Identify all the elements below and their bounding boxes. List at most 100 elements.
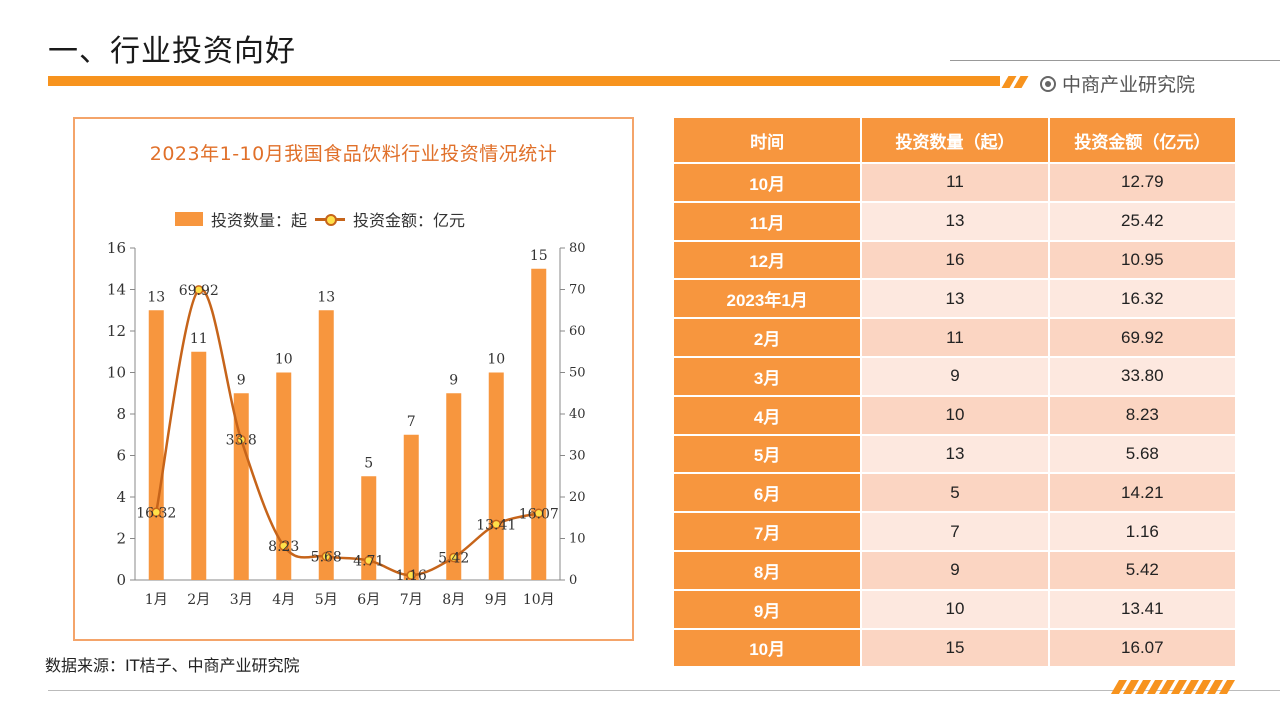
cell-count: 7: [861, 512, 1050, 552]
cell-time: 10月: [674, 628, 863, 669]
table-row: 6月 5 14.21: [674, 473, 1238, 514]
x-tick-label: 3月: [230, 592, 253, 608]
amount-data-label: 16.32: [136, 505, 176, 521]
cell-time: 2月: [674, 318, 863, 358]
footer-stripes: [1110, 680, 1236, 694]
header-stripe: [1013, 76, 1029, 88]
chart-title: 2023年1-10月我国食品饮料行业投资情况统计: [149, 143, 558, 165]
amount-point: [534, 508, 544, 519]
cell-count: 5: [861, 473, 1050, 514]
y2-tick-label: 80: [569, 241, 586, 256]
table-row: 12月 16 10.95: [674, 240, 1238, 281]
amount-data-label: 16.07: [519, 506, 559, 522]
y2-tick-label: 50: [569, 366, 586, 381]
title-underline: [48, 76, 1000, 86]
table-row: 8月 9 5.42: [674, 550, 1238, 591]
cell-amount: 16.07: [1048, 628, 1238, 669]
y2-tick-label: 10: [569, 532, 586, 547]
table-header-row: 时间 投资数量（起） 投资金额（亿元）: [674, 118, 1238, 164]
y-tick-label: 10: [107, 364, 126, 382]
y2-tick-label: 20: [569, 490, 586, 505]
table-row: 10月 15 16.07: [674, 628, 1238, 669]
bar: [148, 310, 164, 580]
legend-bar-swatch: [175, 212, 203, 226]
amount-data-label: 13.41: [476, 517, 516, 533]
amount-point: [321, 551, 331, 562]
x-tick-label: 1月: [145, 592, 168, 608]
legend-label-count: 投资数量：起: [211, 211, 308, 230]
x-tick-label: 5月: [315, 592, 338, 608]
y2-tick-label: 70: [569, 283, 586, 298]
amount-point: [364, 555, 374, 566]
cell-time: 12月: [674, 240, 863, 281]
bar-data-label: 5: [364, 455, 373, 471]
y-tick-label: 0: [116, 571, 126, 589]
bar: [318, 310, 334, 580]
cell-amount: 8.23: [1048, 395, 1238, 436]
cell-time: 8月: [674, 550, 863, 591]
cell-time: 7月: [674, 512, 863, 552]
y2-tick-label: 0: [569, 573, 577, 588]
cell-amount: 13.41: [1048, 589, 1238, 630]
brand-logo-icon: [1040, 75, 1056, 92]
bar-data-label: 13: [317, 289, 335, 305]
cell-time: 2023年1月: [674, 279, 863, 320]
amount-data-label: 4.71: [353, 553, 384, 569]
cell-amount: 33.80: [1048, 356, 1238, 397]
brand-name: 中商产业研究院: [1062, 74, 1196, 96]
cell-amount: 5.68: [1048, 434, 1238, 475]
amount-data-label: 1.16: [396, 568, 427, 584]
chart-legend: 投资数量：起 投资金额：亿元: [175, 207, 465, 231]
cell-time: 10月: [674, 163, 863, 203]
table-row: 7月 7 1.16: [674, 512, 1238, 552]
x-tick-label: 10月: [523, 592, 555, 608]
bar-data-label: 9: [237, 372, 246, 388]
table-row: 10月 11 12.79: [674, 163, 1238, 203]
cell-amount: 12.79: [1048, 163, 1238, 203]
header-divider: [950, 60, 1280, 61]
header-count: 投资数量（起）: [861, 118, 1050, 164]
cell-count: 16: [861, 240, 1050, 281]
amount-point: [406, 570, 416, 580]
table-row: 9月 10 13.41: [674, 589, 1238, 630]
bar: [361, 476, 377, 580]
cell-amount: 1.16: [1048, 512, 1238, 552]
bar-data-label: 10: [487, 352, 505, 368]
cell-amount: 14.21: [1048, 473, 1238, 514]
cell-time: 11月: [674, 201, 863, 242]
amount-data-label: 33.8: [226, 433, 257, 449]
table-row: 3月 9 33.80: [674, 356, 1238, 397]
amount-data-label: 8.23: [268, 539, 299, 555]
y-tick-label: 16: [107, 239, 126, 257]
amount-point: [279, 541, 289, 551]
footer-divider: [48, 690, 1280, 691]
x-tick-label: 8月: [442, 592, 465, 608]
amount-data-label: 5.42: [438, 551, 469, 567]
brand: 中商产业研究院: [1040, 70, 1195, 97]
chart-panel: 2023年1-10月我国食品饮料行业投资情况统计 投资数量：起 投资金额：亿元 …: [73, 117, 634, 641]
y2-tick-label: 60: [569, 324, 586, 339]
cell-time: 6月: [674, 473, 863, 514]
cell-amount: 5.42: [1048, 550, 1238, 591]
cell-count: 9: [861, 356, 1050, 397]
bar-data-label: 13: [147, 289, 165, 305]
cell-count: 11: [861, 163, 1050, 203]
bar: [403, 434, 419, 580]
y-tick-label: 2: [116, 530, 126, 548]
cell-time: 4月: [674, 395, 863, 436]
bar-data-label: 7: [407, 414, 416, 430]
bar-data-label: 11: [190, 331, 208, 347]
bar-data-label: 9: [449, 372, 458, 388]
amount-point: [236, 434, 246, 445]
y-tick-label: 12: [107, 322, 126, 340]
header-time: 时间: [674, 118, 863, 164]
bar: [488, 372, 504, 580]
y2-tick-label: 40: [569, 407, 586, 422]
amount-data-label: 5.68: [311, 549, 342, 565]
table-row: 2月 11 69.92: [674, 318, 1238, 358]
cell-count: 13: [861, 434, 1050, 475]
bar: [191, 351, 207, 580]
cell-time: 9月: [674, 589, 863, 630]
amount-point: [151, 507, 161, 518]
x-tick-label: 2月: [187, 592, 210, 608]
